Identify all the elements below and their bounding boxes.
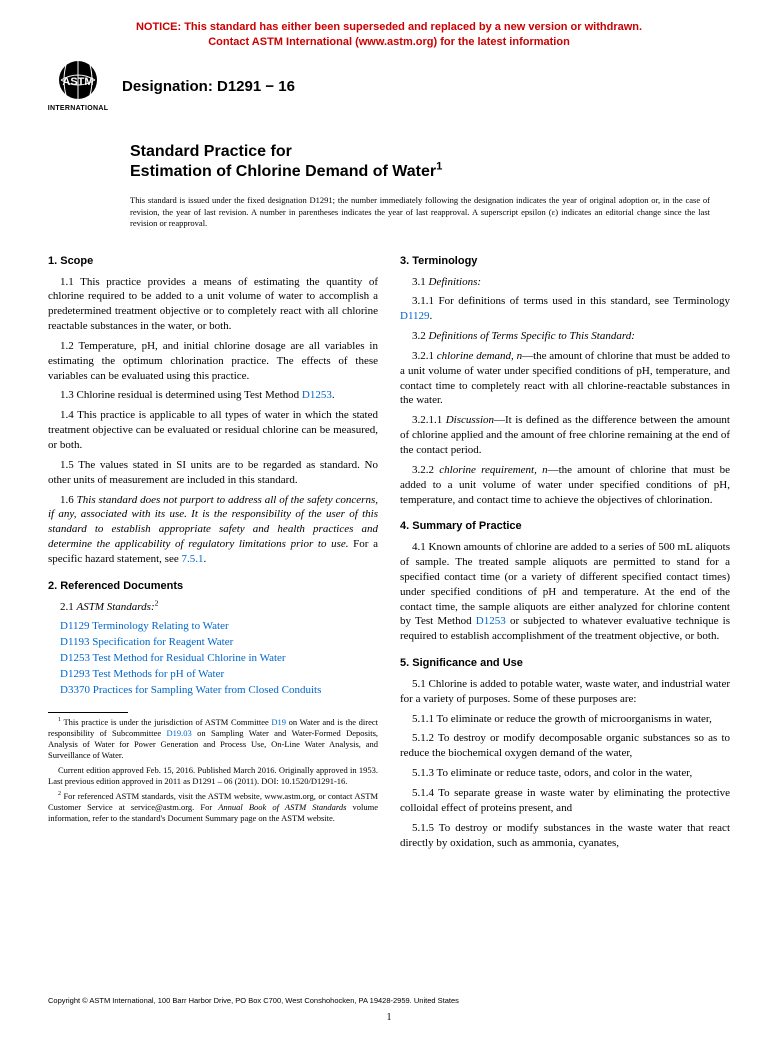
ref-item: D1129 Terminology Relating to Water [48, 619, 378, 634]
para-3-2-1: 3.2.1 chlorine demand, n—the amount of c… [400, 349, 730, 408]
scope-heading: 1. Scope [48, 254, 378, 269]
summary-heading: 4. Summary of Practice [400, 519, 730, 534]
ref-code[interactable]: D1193 [60, 636, 90, 648]
footnotes: 1 This practice is under the jurisdictio… [48, 717, 378, 824]
left-column: 1. Scope 1.1 This practice provides a me… [48, 248, 378, 856]
designation: Designation: D1291 − 16 [122, 78, 295, 95]
two-column-body: 1. Scope 1.1 This practice provides a me… [48, 248, 730, 856]
footnote-1b: Current edition approved Feb. 15, 2016. … [48, 765, 378, 787]
terminology-heading: 3. Terminology [400, 254, 730, 269]
para-1-4: 1.4 This practice is applicable to all t… [48, 408, 378, 453]
para-1-1: 1.1 This practice provides a means of es… [48, 275, 378, 334]
ref-item: D1293 Test Methods for pH of Water [48, 667, 378, 682]
para-1-5: 1.5 The values stated in SI units are to… [48, 458, 378, 488]
link-d1253b[interactable]: D1253 [476, 615, 506, 627]
para-1-2: 1.2 Temperature, pH, and initial chlorin… [48, 339, 378, 384]
para-5-1-4: 5.1.4 To separate grease in waste water … [400, 786, 730, 816]
link-d1129[interactable]: D1129 [400, 310, 430, 322]
ref-title[interactable]: Practices for Sampling Water from Closed… [93, 684, 322, 696]
footnote-rule [48, 712, 128, 713]
para-5-1-3: 5.1.3 To eliminate or reduce taste, odor… [400, 766, 730, 781]
ref-item: D1253 Test Method for Residual Chlorine … [48, 651, 378, 666]
logo-text-top: ASTM [62, 76, 93, 88]
right-column: 3. Terminology 3.1 Definitions: 3.1.1 Fo… [400, 248, 730, 856]
ref-item: D3370 Practices for Sampling Water from … [48, 683, 378, 698]
footnote-2: 2 For referenced ASTM standards, visit t… [48, 791, 378, 824]
ref-item: D1193 Specification for Reagent Water [48, 635, 378, 650]
footnote-1: 1 This practice is under the jurisdictio… [48, 717, 378, 761]
ref-title[interactable]: Test Method for Residual Chlorine in Wat… [93, 652, 286, 664]
link-d19[interactable]: D19 [271, 717, 286, 727]
link-751[interactable]: 7.5.1 [181, 553, 203, 565]
refdocs-subhead: 2.1 ASTM Standards:2 [48, 600, 378, 615]
notice-banner: NOTICE: This standard has either been su… [48, 20, 730, 50]
logo-text-bottom: INTERNATIONAL [48, 105, 108, 112]
para-3-2-1-1: 3.2.1.1 Discussion—It is defined as the … [400, 413, 730, 458]
ref-list: D1129 Terminology Relating to Water D119… [48, 619, 378, 697]
para-5-1-1: 5.1.1 To eliminate or reduce the growth … [400, 712, 730, 727]
refdocs-heading: 2. Referenced Documents [48, 579, 378, 594]
para-1-6: 1.6 This standard does not purport to ad… [48, 493, 378, 567]
ref-code[interactable]: D1129 [60, 620, 90, 632]
para-4-1: 4.1 Known amounts of chlorine are added … [400, 540, 730, 644]
notice-line2: Contact ASTM International (www.astm.org… [208, 36, 570, 48]
para-1-3: 1.3 Chlorine residual is determined usin… [48, 388, 378, 403]
astm-logo: ASTM INTERNATIONAL [48, 60, 108, 114]
para-3-2-2: 3.2.2 chlorine requirement, n—the amount… [400, 463, 730, 508]
link-d1253[interactable]: D1253 [302, 389, 332, 401]
issue-note: This standard is issued under the fixed … [130, 195, 730, 229]
significance-heading: 5. Significance and Use [400, 656, 730, 671]
ref-title[interactable]: Test Methods for pH of Water [93, 668, 225, 680]
para-3-2: 3.2 Definitions of Terms Specific to Thi… [400, 329, 730, 344]
title-line2: Estimation of Chlorine Demand of Water1 [130, 162, 730, 183]
notice-line1: NOTICE: This standard has either been su… [136, 21, 642, 33]
para-3-1-1: 3.1.1 For definitions of terms used in t… [400, 294, 730, 324]
copyright: Copyright © ASTM International, 100 Barr… [48, 996, 459, 1005]
ref-code[interactable]: D1253 [60, 652, 90, 664]
ref-title[interactable]: Terminology Relating to Water [92, 620, 229, 632]
ref-title[interactable]: Specification for Reagent Water [92, 636, 233, 648]
title-line1: Standard Practice for [130, 142, 730, 163]
para-3-1: 3.1 Definitions: [400, 275, 730, 290]
title-block: Standard Practice for Estimation of Chlo… [130, 142, 730, 184]
page-number: 1 [0, 1012, 778, 1023]
para-5-1-2: 5.1.2 To destroy or modify decomposable … [400, 731, 730, 761]
ref-code[interactable]: D3370 [60, 684, 90, 696]
ref-code[interactable]: D1293 [60, 668, 90, 680]
para-5-1: 5.1 Chlorine is added to potable water, … [400, 677, 730, 707]
link-d1903[interactable]: D19.03 [167, 728, 192, 738]
header-row: ASTM INTERNATIONAL Designation: D1291 − … [48, 60, 730, 114]
para-5-1-5: 5.1.5 To destroy or modify substances in… [400, 821, 730, 851]
